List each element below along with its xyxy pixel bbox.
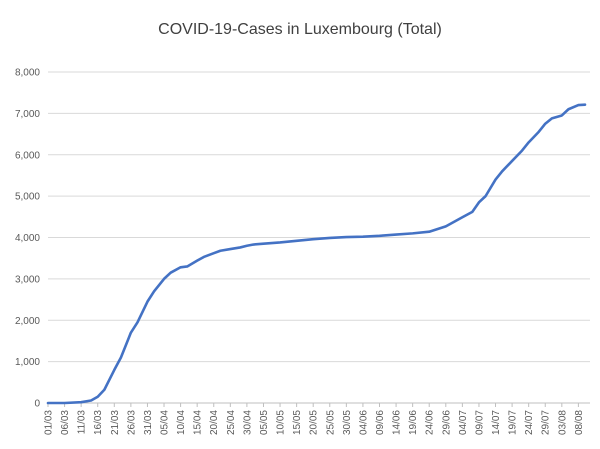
- x-tick-label: 31/03: [143, 410, 154, 435]
- x-tick-label: 15/05: [292, 410, 303, 435]
- x-tick-label: 10/04: [176, 410, 187, 435]
- x-tick-label: 09/07: [474, 410, 485, 435]
- y-tick-label: 4,000: [15, 233, 40, 244]
- x-tick-label: 11/03: [77, 410, 88, 435]
- x-tick-label: 04/06: [358, 410, 369, 435]
- y-tick-label: 2,000: [15, 316, 40, 327]
- x-tick-label: 03/08: [557, 410, 568, 435]
- x-tick-label: 26/03: [126, 410, 137, 435]
- y-tick-label: 0: [34, 399, 40, 410]
- x-tick-label: 08/08: [574, 410, 585, 435]
- x-tick-label: 09/06: [375, 410, 386, 435]
- y-tick-label: 6,000: [15, 150, 40, 161]
- x-tick-label: 10/05: [276, 410, 287, 435]
- x-tick-label: 14/07: [491, 410, 502, 435]
- x-tick-label: 24/07: [524, 410, 535, 435]
- x-tick-label: 29/06: [441, 410, 452, 435]
- x-tick-label: 20/05: [309, 410, 320, 435]
- x-tick-label: 05/04: [160, 410, 171, 435]
- x-tick-label: 20/04: [209, 410, 220, 435]
- x-tick-label: 19/07: [508, 410, 519, 435]
- x-axis-ticks: 01/03 06/03 11/03 16/03 21/03 26/03 31/03 05/04…: [44, 403, 585, 435]
- x-tick-label: 19/06: [408, 410, 419, 435]
- y-tick-label: 8,000: [15, 68, 40, 79]
- x-tick-label: 14/06: [392, 410, 403, 435]
- x-tick-label: 29/07: [541, 410, 552, 435]
- x-tick-label: 24/06: [425, 410, 436, 435]
- y-tick-label: 1,000: [15, 357, 40, 368]
- x-tick-label: 21/03: [110, 410, 121, 435]
- x-tick-label: 25/05: [325, 410, 336, 435]
- x-tick-label: 16/03: [93, 410, 104, 435]
- x-tick-label: 01/03: [44, 410, 55, 435]
- y-tick-label: 5,000: [15, 192, 40, 203]
- y-tick-label: 7,000: [15, 109, 40, 120]
- x-tick-label: 06/03: [60, 410, 71, 435]
- x-tick-label: 05/05: [259, 410, 270, 435]
- y-axis-ticks: 0 1,000 2,000 3,000 4,000 5,000 6,000 7,000 8,00…: [15, 68, 40, 410]
- series-line-total-cases: [46, 103, 587, 405]
- x-tick-label: 25/04: [226, 410, 237, 435]
- x-tick-label: 30/04: [242, 410, 253, 435]
- chart-title: COVID-19-Cases in Luxembourg (Total): [158, 21, 442, 38]
- x-tick-label: 30/05: [342, 410, 353, 435]
- y-tick-label: 3,000: [15, 274, 40, 285]
- x-tick-label: 04/07: [458, 410, 469, 435]
- x-tick-label: 15/04: [193, 410, 204, 435]
